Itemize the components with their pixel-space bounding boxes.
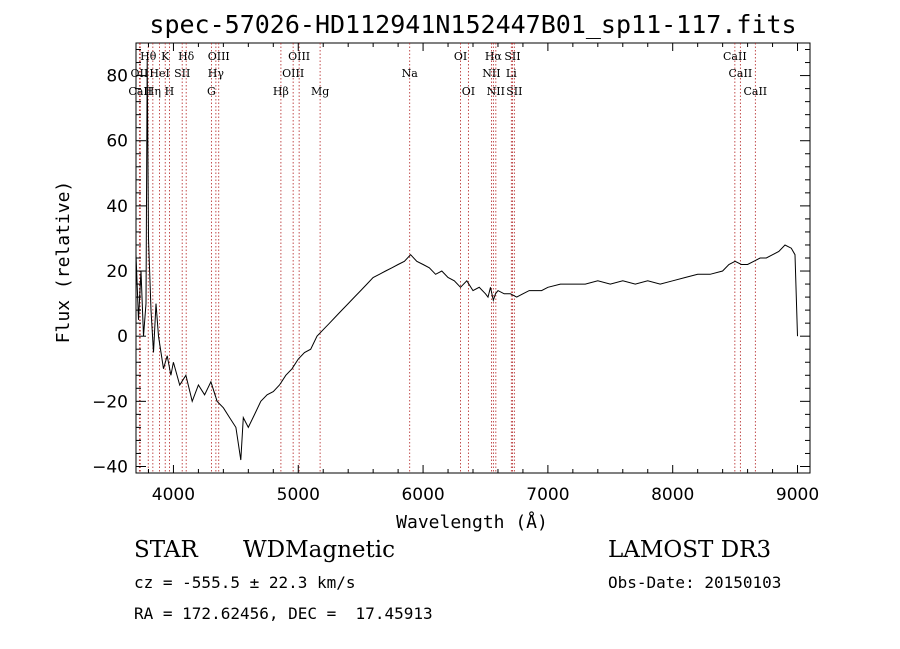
line-label: G — [207, 85, 216, 98]
x-tick-label: 7000 — [526, 485, 569, 505]
line-label: Hη — [145, 85, 161, 98]
x-tick-label: 4000 — [152, 485, 195, 505]
spectrum-line — [135, 59, 798, 461]
line-label: Li — [506, 67, 517, 80]
object-class-label: STAR — [134, 537, 198, 563]
chart-title: spec-57026-HD112941N152447B01_sp11-117.f… — [149, 10, 796, 39]
line-label: Hβ — [273, 85, 289, 98]
line-label: OI — [462, 85, 475, 98]
y-tick-label: 40 — [106, 197, 128, 217]
line-label: HeI — [149, 67, 169, 80]
plot-frame — [135, 42, 811, 474]
line-label: CaII — [128, 85, 152, 98]
coordinates-text: RA = 172.62456, DEC = 17.45913 — [134, 604, 433, 623]
y-tick-label: −20 — [92, 392, 128, 412]
line-label: CaII — [723, 50, 747, 63]
line-label: OII — [131, 67, 149, 80]
line-label: OIII — [208, 50, 230, 63]
line-label: Na — [402, 67, 419, 80]
line-label: CaII — [729, 67, 753, 80]
y-tick-label: −40 — [92, 457, 128, 477]
x-tick-label: 5000 — [277, 485, 320, 505]
y-tick-label: 20 — [106, 262, 128, 282]
line-label: K — [161, 50, 170, 63]
y-tick-label: 60 — [106, 132, 128, 152]
line-label: NII — [487, 85, 505, 98]
line-label: H — [165, 85, 175, 98]
survey-label: LAMOST DR3 — [608, 537, 772, 563]
line-label: OIII — [282, 67, 304, 80]
x-tick-label: 9000 — [776, 485, 819, 505]
y-tick-label: 80 — [106, 67, 128, 87]
line-label: Hα — [485, 50, 503, 63]
object-subclass-label: WDMagnetic — [243, 537, 395, 563]
x-axis: 4000 5000 6000 7000 8000 9000 — [147, 43, 819, 505]
y-axis: −40 −20 0 20 40 60 80 — [92, 49, 810, 477]
y-axis-label: Flux (relative) — [53, 181, 74, 344]
line-label: Hδ — [178, 50, 195, 63]
line-label: OI — [454, 50, 467, 63]
x-tick-label: 8000 — [651, 485, 694, 505]
spectral-line-markers — [138, 43, 756, 473]
line-label: SII — [506, 85, 522, 98]
x-axis-label: Wavelength (Å) — [396, 511, 548, 533]
spectrum-chart: spec-57026-HD112941N152447B01_sp11-117.f… — [53, 10, 819, 533]
line-label: Hθ — [140, 50, 157, 63]
obs-date-text: Obs-Date: 20150103 — [608, 573, 782, 592]
line-label: Mg — [311, 85, 329, 98]
line-label: SII — [174, 67, 190, 80]
line-label: CaII — [743, 85, 767, 98]
line-label: NII — [482, 67, 500, 80]
line-label: OIII — [288, 50, 310, 63]
line-label: SII — [504, 50, 520, 63]
x-tick-label: 6000 — [401, 485, 444, 505]
redshift-text: cz = -555.5 ± 22.3 km/s — [134, 573, 356, 592]
line-label: Hγ — [208, 67, 225, 80]
y-tick-label: 0 — [117, 327, 128, 347]
